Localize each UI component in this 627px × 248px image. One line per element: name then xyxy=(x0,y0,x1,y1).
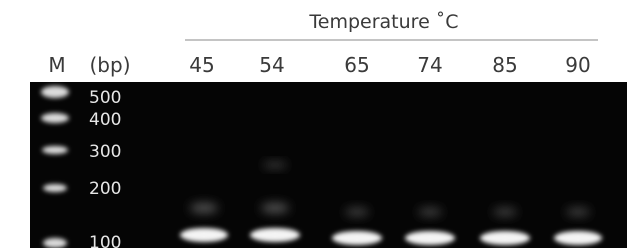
column-label: (bp) xyxy=(90,53,131,77)
band-faint xyxy=(418,208,442,216)
ladder-label: 300 xyxy=(89,142,121,162)
column-label: 90 xyxy=(565,53,590,77)
band xyxy=(332,231,382,245)
ladder-label: 500 xyxy=(89,88,121,108)
column-label: 45 xyxy=(189,53,214,77)
band xyxy=(41,86,69,98)
ladder-label: 400 xyxy=(89,110,121,130)
page: Temperature ˚C M (bp) 45 54 65 74 85 90 500400 3… xyxy=(0,0,627,248)
column-labels: M (bp) 45 54 65 74 85 90 xyxy=(48,53,590,77)
column-label: 65 xyxy=(344,53,369,77)
band-faint xyxy=(261,203,289,213)
ladder-label: 100 xyxy=(89,233,121,248)
band xyxy=(43,238,67,248)
header-title: Temperature ˚C xyxy=(308,11,458,33)
band xyxy=(480,231,530,245)
band-faint xyxy=(493,208,517,216)
ladder-label: 200 xyxy=(89,179,121,199)
band-faint xyxy=(263,162,287,168)
column-label: 85 xyxy=(492,53,517,77)
band xyxy=(42,146,68,154)
gel-figure: Temperature ˚C M (bp) 45 54 65 74 85 90 500400 3… xyxy=(0,0,627,248)
band-faint xyxy=(345,208,369,216)
band xyxy=(180,228,228,242)
column-label: M xyxy=(48,53,65,77)
band xyxy=(250,228,300,242)
band xyxy=(43,184,67,192)
band xyxy=(405,231,455,245)
column-label: 54 xyxy=(259,53,284,77)
column-label: 74 xyxy=(417,53,442,77)
band xyxy=(554,231,602,245)
band-faint xyxy=(566,208,590,216)
band-faint xyxy=(190,203,218,213)
band xyxy=(41,113,69,123)
